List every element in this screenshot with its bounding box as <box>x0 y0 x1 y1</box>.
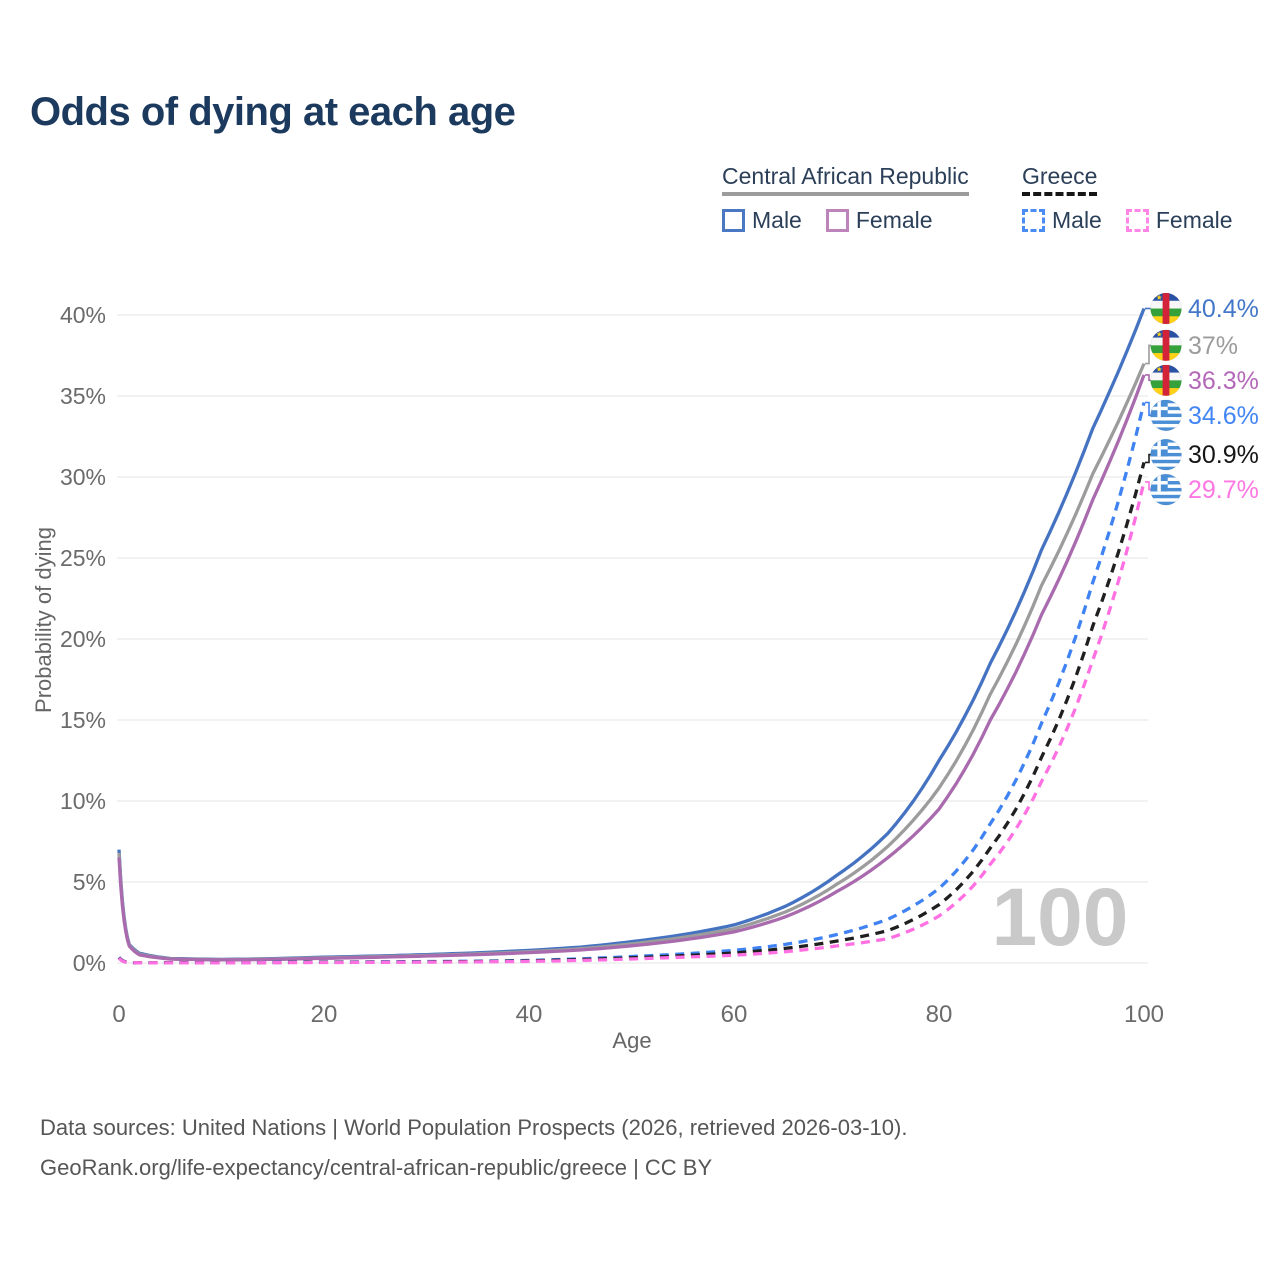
y-tick-35%: 35% <box>60 383 106 409</box>
series-line-central-african-republic-female <box>117 374 1146 962</box>
y-tick-15%: 15% <box>60 707 106 733</box>
legend-group-central-african-republic: Central African Republic Male Female <box>722 163 969 234</box>
legend-header-greece[interactable]: Greece <box>1022 163 1098 197</box>
car-female-swatch-icon <box>825 209 849 233</box>
x-tick-80: 80 <box>926 1001 953 1028</box>
page-title: Odds of dying at each age <box>30 90 516 134</box>
footer: Data sources: United Nations | World Pop… <box>40 1108 907 1188</box>
series-line-greece-both-sexes <box>117 461 1146 965</box>
x-axis-title: Age <box>612 1028 652 1053</box>
legend-group-greece: Greece Male Female <box>1022 163 1233 234</box>
age-watermark: 100 <box>992 872 1129 963</box>
legend-item-greece-female[interactable]: Female <box>1125 207 1233 234</box>
y-tick-20%: 20% <box>60 626 106 652</box>
central-african-republic-flag-icon <box>1150 292 1182 325</box>
greece-flag-icon <box>1150 438 1182 471</box>
legend-item-car-male[interactable]: Male <box>722 207 802 234</box>
central-african-republic-flag-icon <box>1150 364 1182 397</box>
y-tick-25%: 25% <box>60 545 106 571</box>
footer-url-line: GeoRank.org/life-expectancy/central-afri… <box>40 1155 713 1181</box>
x-tick-60: 60 <box>721 1001 748 1028</box>
x-tick-100: 100 <box>1124 1001 1164 1028</box>
legend-items-greece: Male Female <box>1022 207 1233 234</box>
greece-flag-icon <box>1150 399 1182 432</box>
x-tick-0: 0 <box>112 1001 125 1028</box>
end-label-central-african-republic-female: 36.3% <box>1188 367 1259 395</box>
x-tick-20: 20 <box>311 1001 338 1028</box>
end-label-connector-greece-female <box>1145 481 1152 491</box>
end-label-central-african-republic-both-sexes: 37% <box>1188 332 1238 360</box>
end-label-connector-central-african-republic-both-sexes <box>1145 344 1152 365</box>
end-label-connector-central-african-republic-female <box>1145 374 1152 382</box>
greece-male-swatch-icon <box>1022 209 1045 233</box>
series-line-greece-male <box>117 402 1146 965</box>
y-tick-10%: 10% <box>60 788 106 814</box>
legend-item-label: Female <box>1155 207 1233 234</box>
footer-source-line: Data sources: United Nations | World Pop… <box>40 1115 908 1140</box>
y-axis-title: Probability of dying <box>31 527 56 713</box>
y-tick-0%: 0% <box>73 950 106 976</box>
end-label-connector-greece-both-sexes <box>1145 453 1152 464</box>
legend-item-label: Male <box>752 207 802 234</box>
car-male-swatch-icon <box>722 209 745 233</box>
end-label-greece-male: 34.6% <box>1188 402 1259 430</box>
x-tick-40: 40 <box>516 1001 543 1028</box>
y-tick-5%: 5% <box>73 869 106 895</box>
end-label-connector-greece-male <box>1145 401 1152 417</box>
legend-items-central-african-republic: Male Female <box>722 207 969 234</box>
legend-header-central-african-republic[interactable]: Central African Republic <box>722 163 969 197</box>
end-label-central-african-republic-male: 40.4% <box>1188 295 1259 323</box>
legend-item-car-female[interactable]: Female <box>825 207 933 234</box>
y-tick-30%: 30% <box>60 464 106 490</box>
greece-female-swatch-icon <box>1125 209 1149 233</box>
legend-item-label: Male <box>1052 207 1102 234</box>
legend-item-greece-male[interactable]: Male <box>1022 207 1102 234</box>
legend-item-label: Female <box>855 207 933 234</box>
legend: Central African Republic Male Female Gre… <box>0 0 1280 250</box>
end-label-greece-both-sexes: 30.9% <box>1188 441 1259 469</box>
central-african-republic-flag-icon <box>1150 329 1182 362</box>
greece-flag-icon <box>1150 473 1182 506</box>
end-label-greece-female: 29.7% <box>1188 476 1259 504</box>
y-tick-40%: 40% <box>60 302 106 328</box>
